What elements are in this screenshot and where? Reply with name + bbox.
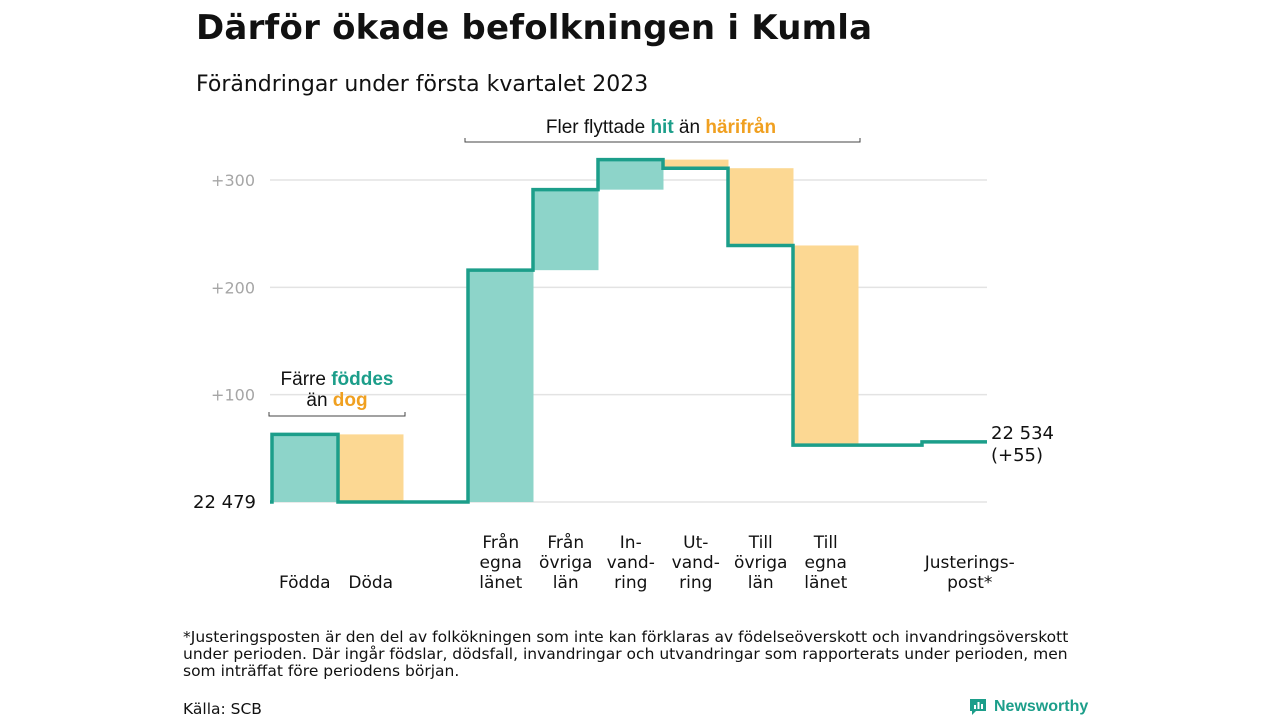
waterfall-bar-inflow: [598, 159, 664, 190]
category-label: vand-: [672, 553, 720, 573]
y-tick-label: +300: [211, 171, 255, 190]
category-label: egna: [805, 553, 847, 573]
category-label: egna: [480, 553, 522, 573]
births-annotation-line2: än dog: [306, 390, 367, 411]
source-note: Källa: SCB: [183, 700, 262, 718]
waterfall-bar-outflow: [663, 159, 729, 169]
annotation-highlight-hit: föddes: [331, 369, 393, 390]
category-label: In-: [620, 533, 642, 553]
category-label: länet: [479, 573, 522, 593]
births-bracket: [268, 412, 406, 417]
category-label: Födda: [279, 573, 331, 593]
category-label: Döda: [348, 573, 393, 593]
start-value-label: 22 479: [193, 492, 256, 513]
category-label: Ut-: [683, 533, 708, 553]
annotation-text: Färre: [281, 369, 332, 390]
waterfall-bar-inflow: [468, 270, 534, 502]
brand-name: Newsworthy: [994, 698, 1089, 715]
category-label: län: [748, 573, 774, 593]
category-label: Justerings-: [924, 553, 1015, 573]
end-value-label: 22 534: [991, 423, 1054, 444]
annotation-text: än: [306, 390, 332, 411]
annotation-highlight-hit: hit: [650, 117, 674, 138]
y-tick-label: +200: [211, 278, 255, 297]
category-label: ring: [614, 573, 647, 593]
chart-subtitle: Förändringar under första kvartalet 2023: [196, 72, 649, 97]
y-tick-label: +100: [211, 386, 255, 405]
annotation-highlight-har: härifrån: [705, 117, 776, 138]
waterfall-bar-outflow: [338, 434, 404, 502]
category-label: ring: [679, 573, 712, 593]
category-label: vand-: [607, 553, 655, 573]
annotation-text: Fler flyttade: [546, 117, 651, 138]
category-label: län: [553, 573, 579, 593]
end-change-label: (+55): [991, 445, 1043, 466]
category-label: övriga: [734, 553, 787, 573]
annotation-text: än: [674, 117, 706, 138]
category-label: länet: [804, 573, 847, 593]
footnote: *Justeringsposten är den del av folkökni…: [183, 628, 1069, 680]
waterfall-bar-inflow: [272, 434, 338, 502]
category-label: Till: [813, 533, 838, 553]
category-label: Till: [748, 533, 773, 553]
migration-annotation: Fler flyttade hit än härifrån: [546, 117, 776, 138]
waterfall-bar-outflow: [793, 245, 859, 446]
chart-title: Därför ökade befolkningen i Kumla: [196, 8, 873, 48]
waterfall-bar-outflow: [728, 168, 794, 246]
bar-chart-logo-icon: [970, 699, 986, 715]
waterfall-bar-inflow: [533, 189, 599, 271]
annotation-highlight-har: dog: [333, 390, 368, 411]
births-annotation-line1: Färre föddes: [281, 369, 394, 390]
category-label: övriga: [539, 553, 592, 573]
cumulative-step-line: [270, 157, 987, 504]
category-label: Från: [482, 532, 519, 553]
category-label: Från: [547, 532, 584, 553]
brand-logo: Newsworthy: [968, 697, 1088, 717]
category-label: post*: [947, 573, 992, 593]
migration-bracket: [464, 138, 861, 143]
